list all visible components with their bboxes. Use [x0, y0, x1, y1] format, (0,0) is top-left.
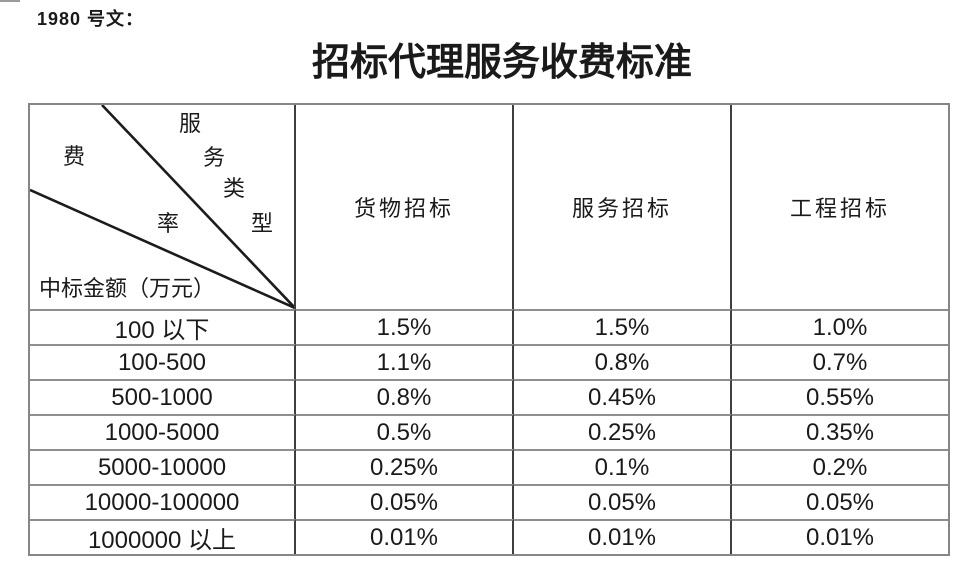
fee-value: 0.25% [296, 449, 514, 484]
fee-value: 0.7% [732, 344, 948, 379]
fee-value: 0.35% [732, 414, 948, 449]
corner-type-char: 型 [251, 211, 274, 236]
fee-value: 0.8% [296, 379, 514, 414]
corner-type-char: 务 [203, 145, 226, 170]
fee-value: 0.05% [732, 484, 948, 519]
fee-value: 0.01% [296, 519, 514, 554]
window-edge-artifact [0, 0, 20, 2]
fee-value: 0.25% [514, 414, 732, 449]
column-header-goods: 货物招标 [296, 105, 514, 309]
row-label: 1000-5000 [30, 414, 296, 449]
fee-value: 0.01% [514, 519, 732, 554]
fee-value: 1.0% [732, 309, 948, 344]
doc-number-label: 1980 号文： [37, 9, 145, 29]
row-label: 5000-10000 [30, 449, 296, 484]
row-label: 100 以下 [30, 309, 296, 344]
corner-type-char: 服 [179, 111, 202, 136]
fee-value: 0.45% [514, 379, 732, 414]
corner-row-axis-label: 中标金额（万元） [39, 276, 216, 301]
fee-value: 0.55% [732, 379, 948, 414]
fee-value: 1.5% [514, 309, 732, 344]
fee-value: 1.5% [296, 309, 514, 344]
fee-value: 0.8% [514, 344, 732, 379]
fee-value: 0.2% [732, 449, 948, 484]
page-title: 招标代理服务收费标准 [311, 42, 692, 84]
fee-value: 0.05% [514, 484, 732, 519]
row-label: 100-500 [30, 344, 296, 379]
fee-value: 0.1% [514, 449, 732, 484]
corner-rate-char: 率 [157, 211, 180, 236]
row-label: 500-1000 [30, 379, 296, 414]
fee-table: 费 率 服 务 类 型 中标金额（万元） 货物招标 服务招标 工程招标 100 … [28, 103, 950, 556]
column-header-services: 服务招标 [514, 105, 732, 309]
corner-rate-char: 费 [63, 144, 86, 169]
table-corner-cell: 费 率 服 务 类 型 中标金额（万元） [30, 105, 296, 309]
column-header-engineering: 工程招标 [789, 196, 890, 221]
fee-value: 0.05% [296, 484, 514, 519]
corner-type-char: 类 [223, 176, 246, 201]
fee-value: 0.5% [296, 414, 514, 449]
row-label: 10000-100000 [30, 484, 296, 519]
fee-value: 1.1% [296, 344, 514, 379]
fee-value: 0.01% [732, 519, 948, 554]
row-label: 1000000 以上 [30, 519, 296, 554]
diagonal-divider-lines [30, 105, 294, 309]
